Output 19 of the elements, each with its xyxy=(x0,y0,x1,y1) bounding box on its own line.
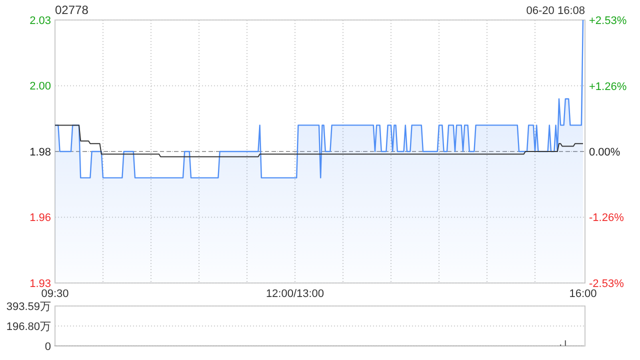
chart-subtitle: 06-20 16:08 xyxy=(526,5,585,17)
y-tick-label: 1.93 xyxy=(30,278,51,290)
y-tick-label: 393.59万 xyxy=(6,300,51,313)
y2-tick-label: -2.53% xyxy=(589,278,624,290)
x-tick-label: 09:30 xyxy=(41,288,69,300)
y-tick-label: 196.80万 xyxy=(6,320,51,333)
y-tick-label: 2.00 xyxy=(30,80,51,93)
y2-tick-label: -1.26% xyxy=(589,212,624,224)
y-tick-label: 2.03 xyxy=(30,14,51,27)
y-tick-label: 1.96 xyxy=(30,212,51,224)
y-tick-label: 0 xyxy=(44,340,51,353)
x-tick-label: 12:00/13:00 xyxy=(266,288,324,300)
y2-tick-label: 0.00% xyxy=(589,146,620,158)
y2-tick-label: +2.53% xyxy=(589,14,627,27)
line-series xyxy=(54,124,584,158)
x-tick-label: 16:00 xyxy=(569,288,597,300)
chart-title: 02778 xyxy=(55,3,89,17)
y2-tick-label: +1.26% xyxy=(589,80,627,93)
y-tick-label: 1.98 xyxy=(30,146,51,158)
